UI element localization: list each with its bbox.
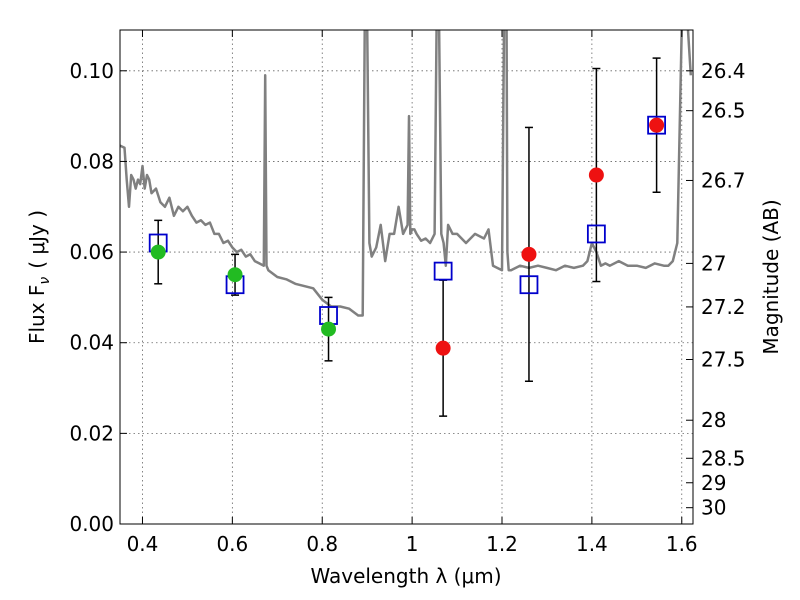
plot-background bbox=[120, 30, 693, 524]
y-axis-label-unit: ( μJy ) bbox=[25, 210, 49, 269]
mag-tick-label: 28 bbox=[701, 408, 726, 432]
y-tick-label: 0.02 bbox=[69, 421, 114, 445]
model-photometry-square bbox=[519, 275, 539, 295]
x-tick-label: 0.8 bbox=[306, 532, 338, 556]
mag-tick-label: 26.7 bbox=[701, 168, 746, 192]
x-tick-label: 0.4 bbox=[127, 532, 159, 556]
x-tick-label: 1.2 bbox=[486, 532, 518, 556]
axis-ticks: 0.4 0.6 0.8 1 1.2 1.4 1.6 0.00 0.02 0.04 0.06 0.08 0… bbox=[69, 30, 746, 556]
y-tick-label: 0.04 bbox=[69, 331, 114, 355]
nir-data-point bbox=[435, 340, 451, 356]
y-tick-label: 0.10 bbox=[69, 59, 114, 83]
y-tick-label: 0.08 bbox=[69, 149, 114, 173]
model-photometry-square bbox=[647, 115, 666, 135]
model-spectrum bbox=[120, 30, 693, 317]
optical-data-point bbox=[150, 244, 166, 260]
mag-tick-label: 30 bbox=[701, 496, 726, 520]
svg-text:Flux Fν( μJy ): Flux Fν ( μJy ) bbox=[25, 210, 53, 344]
nir-data-point bbox=[521, 246, 537, 262]
model-photometry-square bbox=[433, 261, 453, 281]
y-axis-label: Flux F bbox=[25, 285, 49, 344]
mag-tick-label: 27 bbox=[701, 251, 726, 275]
x-tick-label: 1.4 bbox=[576, 532, 608, 556]
nir-data-point bbox=[588, 167, 604, 183]
mag-tick-label: 27.5 bbox=[701, 347, 746, 371]
mag-tick-label: 27.2 bbox=[701, 295, 746, 319]
y-axis-label-subscript: ν bbox=[37, 277, 53, 285]
grid bbox=[120, 30, 693, 525]
model-spectrum-line bbox=[120, 30, 693, 317]
nir-data-point bbox=[649, 117, 665, 133]
y-tick-label: 0.06 bbox=[69, 240, 114, 264]
mag-tick-label: 29 bbox=[701, 471, 726, 495]
x-tick-label: 0.6 bbox=[216, 532, 248, 556]
optical-data-point bbox=[227, 267, 243, 283]
data-markers bbox=[148, 115, 666, 356]
mag-tick-label: 26.5 bbox=[701, 99, 746, 123]
y2-axis-label: Magnitude (AB) bbox=[759, 199, 783, 354]
plot-frame bbox=[119, 29, 694, 525]
x-axis-label: Wavelength λ (μm) bbox=[310, 564, 501, 588]
y-tick-label: 0.00 bbox=[69, 512, 114, 536]
optical-data-point bbox=[321, 321, 337, 337]
y-axis-label-group: Flux Fν ( μJy ) bbox=[25, 210, 53, 344]
mag-tick-label: 26.4 bbox=[701, 59, 746, 83]
mag-tick-label: 28.5 bbox=[701, 446, 746, 470]
model-photometry-square bbox=[586, 224, 606, 244]
x-tick-label: 1.6 bbox=[666, 532, 698, 556]
x-tick-label: 1 bbox=[406, 532, 419, 556]
